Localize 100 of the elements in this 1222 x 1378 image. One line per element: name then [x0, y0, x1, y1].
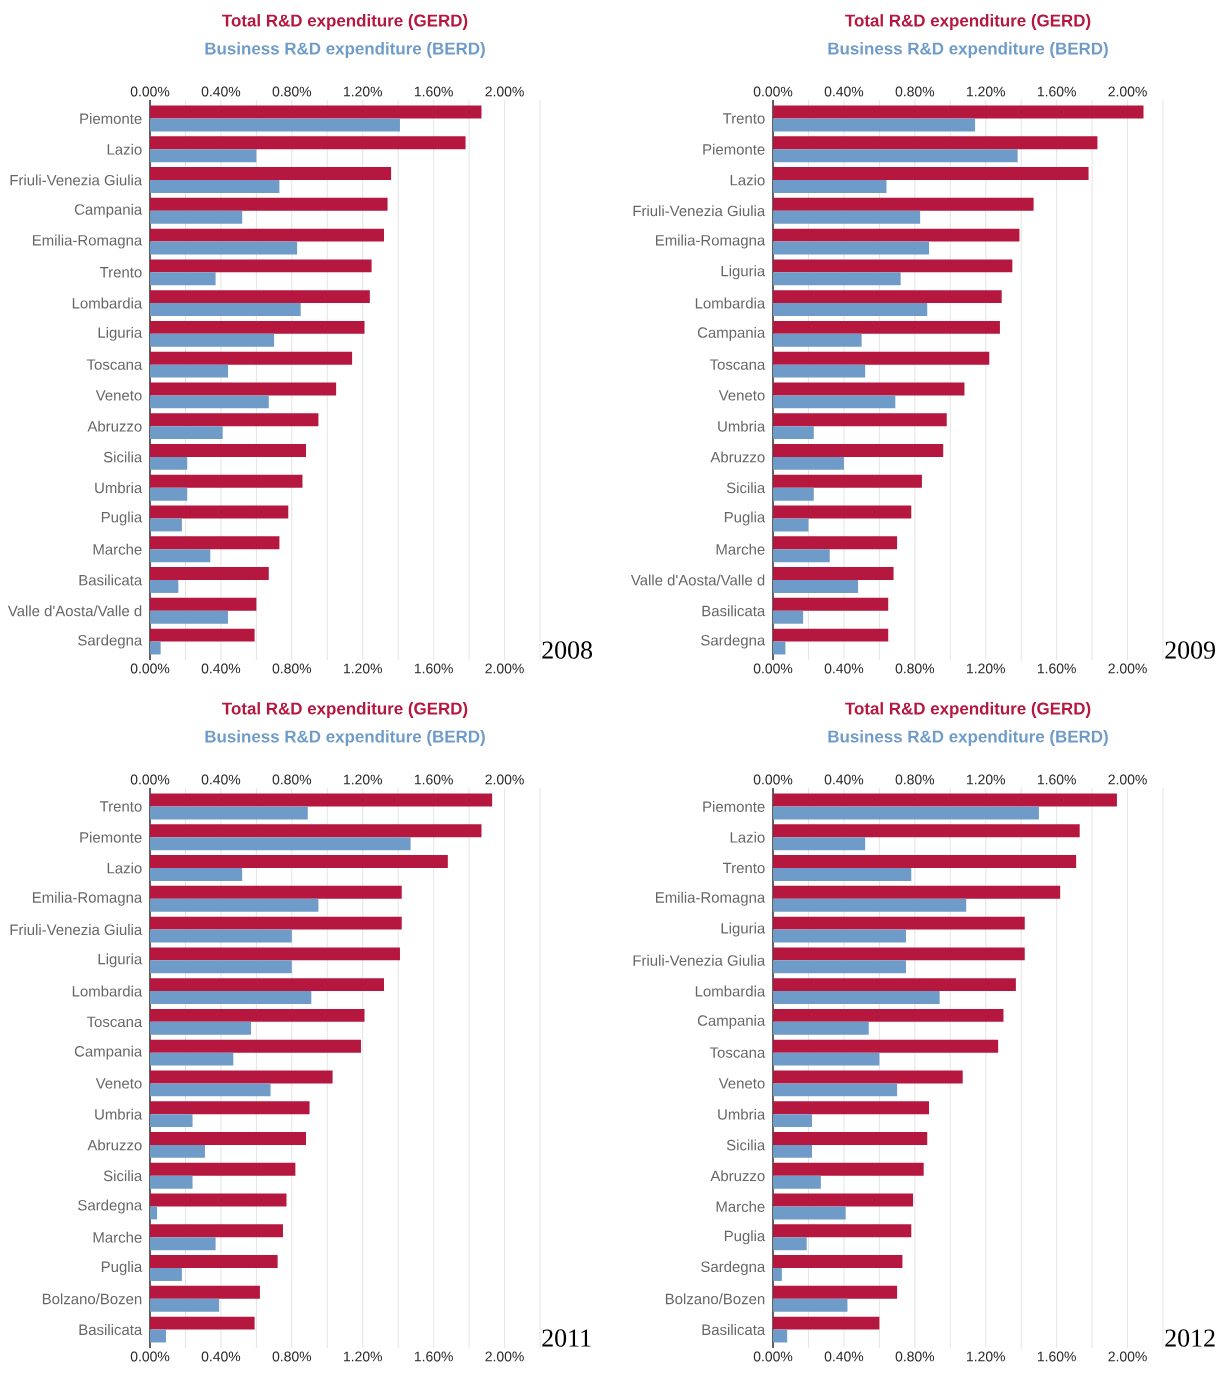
y-tick-label: Veneto: [718, 390, 765, 401]
bar: [773, 855, 1077, 869]
x2-tick-label: 0.00%: [753, 1351, 793, 1362]
bar: [773, 824, 1080, 838]
bar: [773, 413, 947, 427]
bar: [150, 1162, 296, 1176]
bar: [773, 1144, 813, 1158]
bar: [150, 303, 301, 317]
x-tick-label: 2.00%: [1108, 663, 1147, 674]
bar: [773, 395, 896, 409]
bar: [150, 136, 466, 150]
bar: [773, 1193, 914, 1207]
bar: [150, 567, 269, 581]
bar: [773, 947, 1025, 961]
x-tick-label: 2.00%: [1108, 774, 1147, 785]
bar: [150, 1193, 287, 1207]
x-tick-label: 0.00%: [753, 774, 793, 785]
bar: [150, 180, 280, 193]
text: Business R&D expenditure (BERD): [205, 42, 485, 58]
text: Total R&D expenditure (GERD): [845, 702, 1091, 718]
bar: [773, 1083, 898, 1097]
y-tick-label: Emilia-Romagna: [655, 234, 766, 249]
bar: [773, 885, 1061, 899]
y-tick-label: Bolzano/Bozen: [665, 1293, 765, 1305]
y-tick-label: Sicilia: [726, 482, 766, 494]
bar: [150, 474, 303, 488]
y-tick-label: Campania: [74, 203, 143, 218]
bar: [773, 991, 940, 1005]
bar: [773, 149, 1018, 163]
x-tick-label: 2.00%: [485, 774, 524, 785]
bar: [150, 1021, 252, 1035]
bar: [773, 197, 1034, 211]
bar: [773, 1224, 912, 1238]
y-tick-label: Friuli-Venezia Giulia: [633, 954, 766, 966]
bar: [150, 978, 384, 992]
bar: [150, 1329, 166, 1343]
bar: [773, 333, 862, 347]
bar: [773, 382, 965, 396]
bar: [150, 1316, 255, 1330]
y-tick-label: Sicilia: [103, 451, 143, 463]
y-tick-label: Trento: [722, 113, 765, 124]
y-tick-label: Veneto: [95, 390, 142, 401]
x-tick-label: 1.20%: [344, 774, 383, 785]
x-tick-label: 0.80%: [895, 663, 935, 674]
bar: [773, 259, 1013, 273]
y-tick-label: Piemonte: [703, 800, 765, 812]
bar: [773, 1039, 999, 1053]
text: 2008: [542, 641, 593, 659]
bar: [150, 1144, 205, 1158]
bar: [150, 241, 298, 255]
y-tick-label: Sardegna: [701, 1261, 766, 1275]
bar: [150, 1237, 216, 1251]
bar: [773, 426, 814, 440]
x-tick-label: 0.40%: [201, 663, 241, 674]
x2-tick-label: 1.20%: [967, 1351, 1006, 1362]
x2-tick-label: 0.40%: [201, 1351, 241, 1362]
x-tick-label: 0.80%: [272, 663, 312, 674]
text: Total R&D expenditure (GERD): [222, 14, 468, 30]
bar: [150, 382, 337, 396]
y-tick-label: Campania: [74, 1045, 143, 1060]
y-tick-label: Trento: [99, 801, 142, 812]
bar: [773, 628, 889, 642]
y-tick-label: Veneto: [95, 1078, 142, 1089]
bar: [773, 549, 830, 563]
x2-tick-label: 2.00%: [1108, 86, 1147, 97]
bar: [773, 1114, 813, 1128]
bar: [773, 597, 889, 611]
bar: [773, 105, 1144, 119]
bar: [150, 1070, 333, 1084]
text: Business R&D expenditure (BERD): [828, 730, 1108, 746]
y-tick-label: Lazio: [107, 862, 142, 874]
bar: [150, 628, 255, 642]
bar: [150, 806, 308, 820]
x2-tick-label: 0.80%: [272, 1351, 312, 1362]
bar: [150, 885, 402, 899]
bar: [773, 929, 906, 943]
bar: [773, 580, 859, 593]
x-tick-label: 0.40%: [824, 663, 864, 674]
x2-tick-label: 1.20%: [344, 86, 383, 97]
bar: [773, 898, 967, 912]
bar: [150, 898, 319, 912]
x2-tick-label: 1.20%: [344, 1351, 382, 1362]
y-tick-label: Puglia: [101, 1261, 143, 1275]
bar: [773, 364, 866, 378]
bar: [150, 320, 365, 334]
y-tick-label: Bolzano/Bozen: [42, 1293, 142, 1305]
y-tick-label: Lombardia: [72, 297, 143, 309]
x-tick-label: 1.20%: [967, 774, 1006, 785]
y-tick-label: Sardegna: [78, 1199, 143, 1214]
bar: [150, 597, 257, 611]
y-tick-label: Trento: [722, 862, 765, 874]
y-tick-label: Abruzzo: [710, 1170, 765, 1182]
x-tick-label: 0.00%: [130, 663, 170, 674]
bar: [150, 105, 482, 119]
y-tick-label: Marche: [716, 543, 765, 555]
y-tick-label: Abruzzo: [87, 1139, 142, 1151]
x-tick-label: 2.00%: [485, 663, 524, 674]
y-tick-label: Lazio: [730, 174, 765, 186]
bar: [150, 1114, 193, 1128]
x-tick-label: 0.40%: [824, 774, 864, 785]
